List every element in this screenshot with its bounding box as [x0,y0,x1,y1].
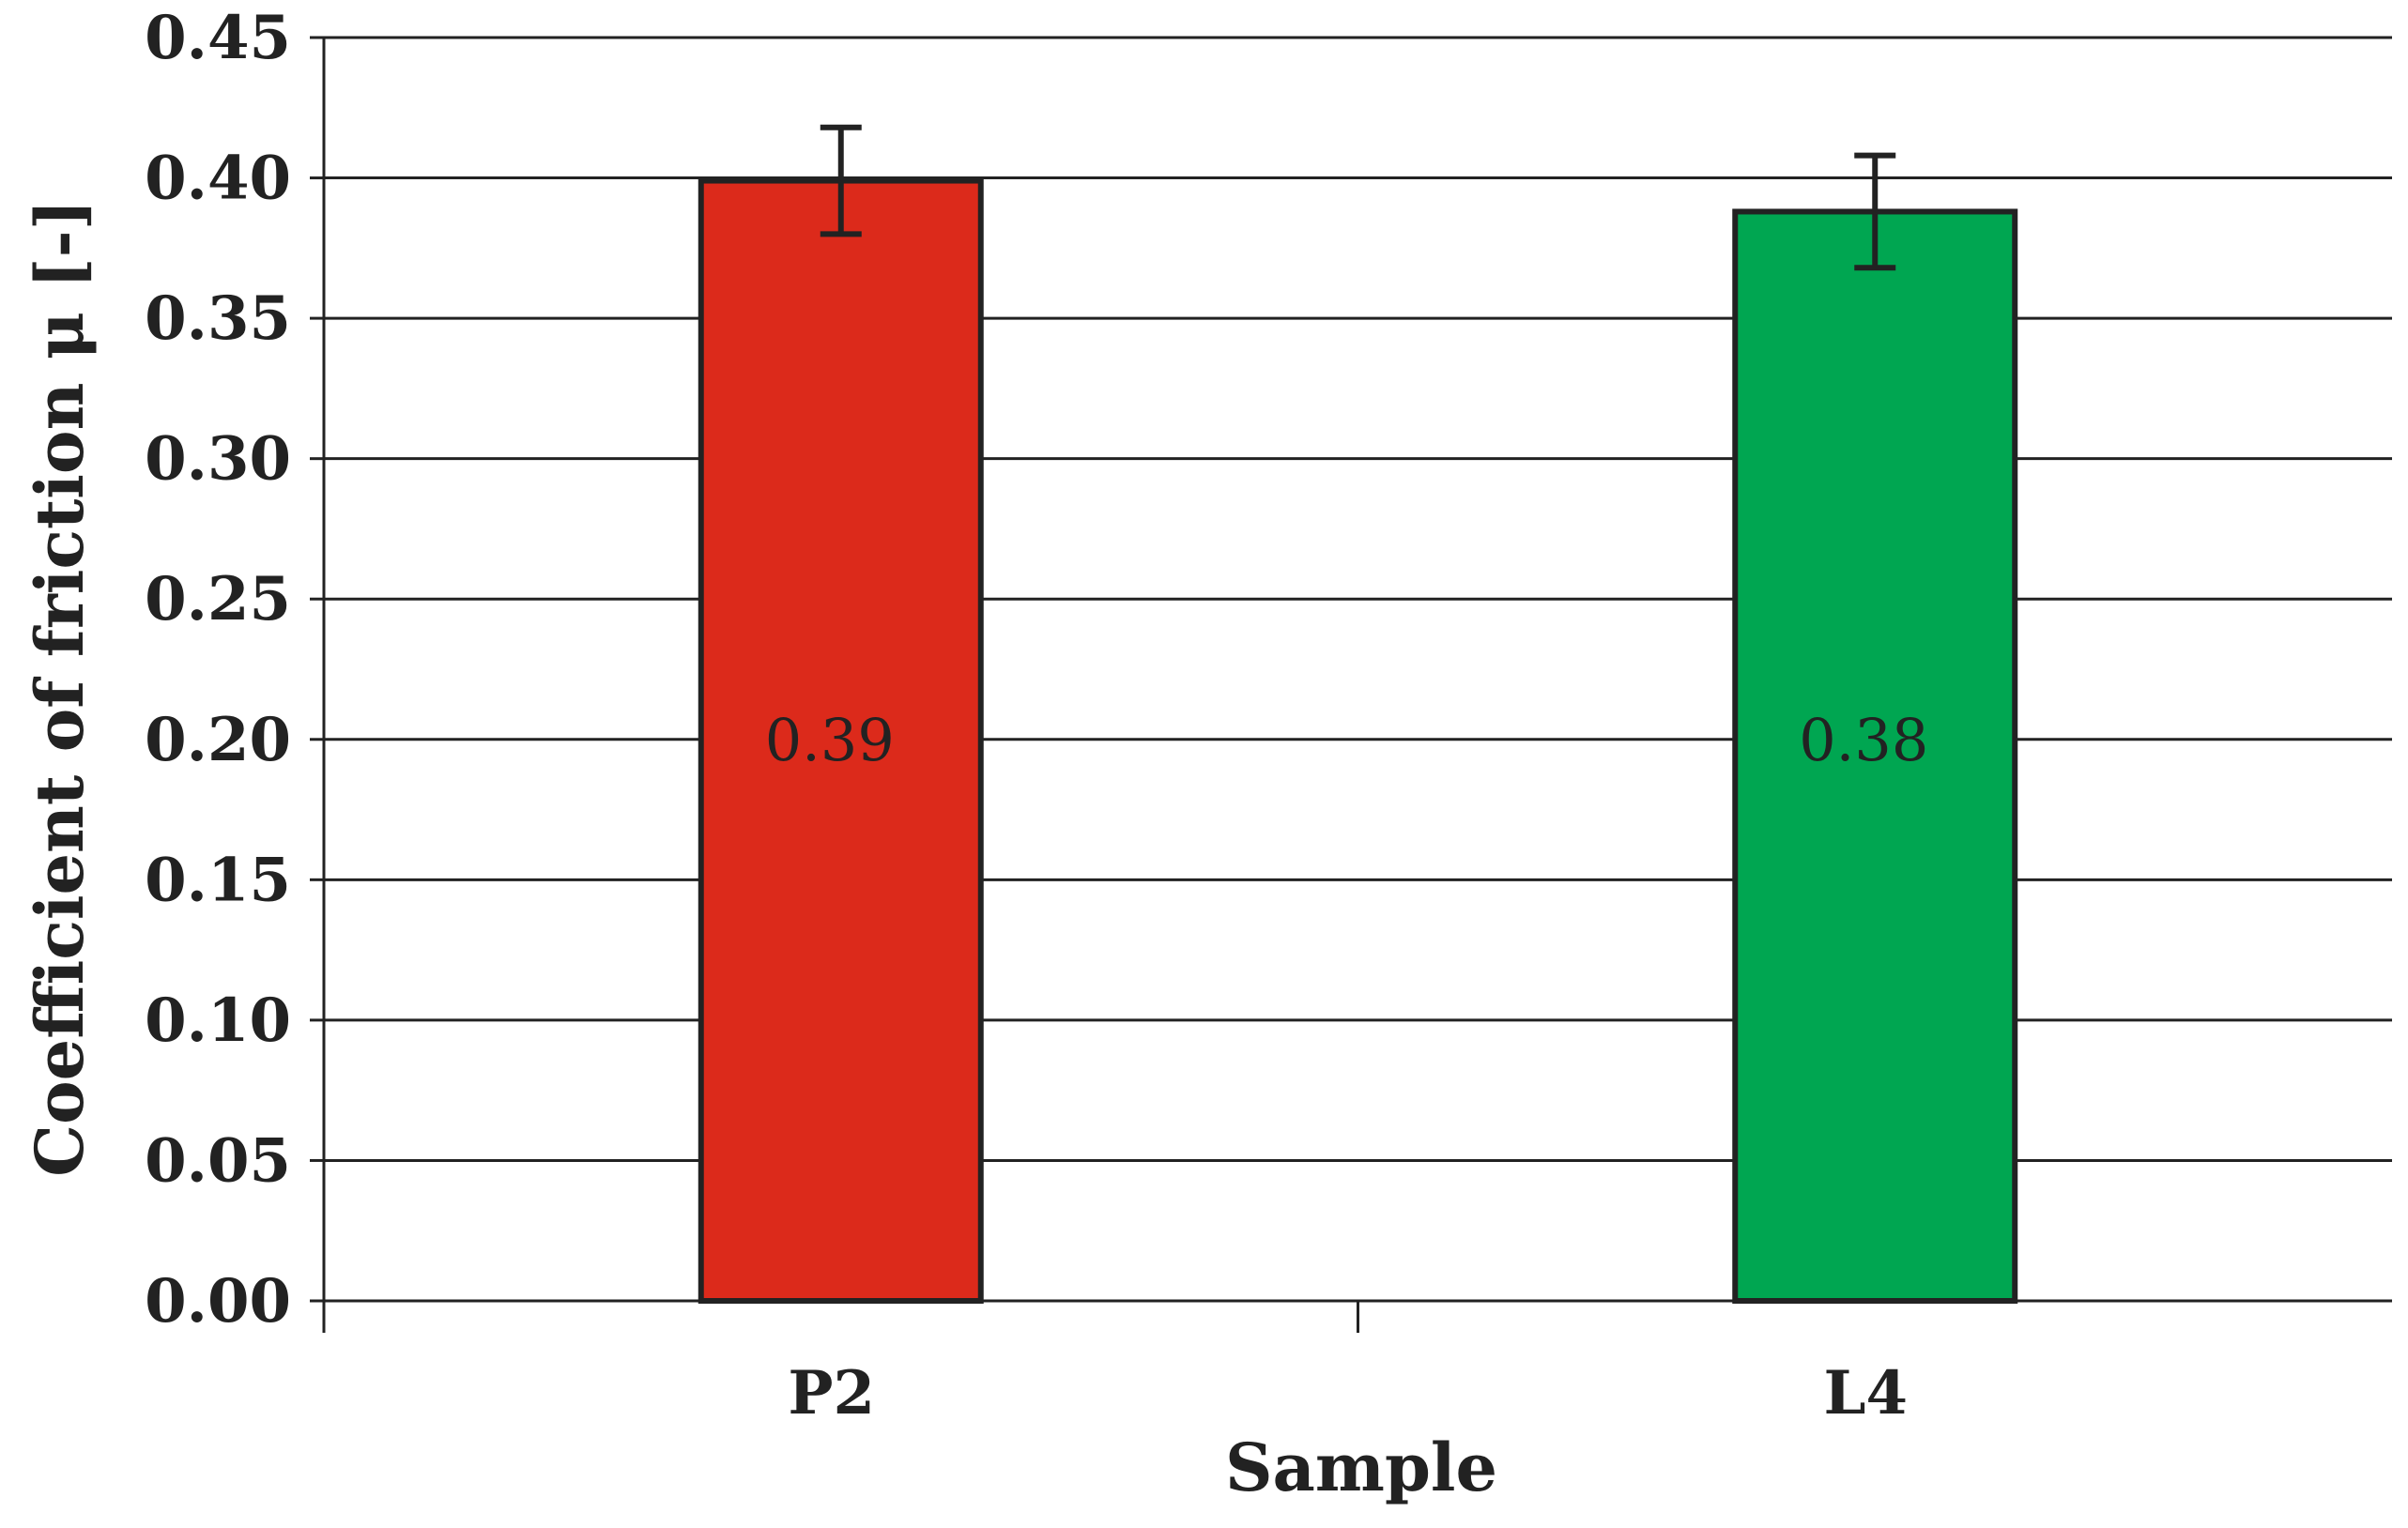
y-axis-title: Coefficient of friction μ [-] [21,199,99,1177]
y-tick-label: 0.10 [145,986,291,1056]
x-axis-title: Sample [1225,1429,1497,1506]
y-tick-label: 0.30 [145,424,291,495]
axes [310,36,2392,1333]
y-tick-label: 0.15 [145,845,291,915]
data-label: 0.38 [1799,706,1928,774]
y-tick-label: 0.35 [145,283,291,354]
x-tick-label: L4 [1823,1358,1908,1429]
gridlines [324,36,2392,1162]
x-tick-label: P2 [788,1358,875,1429]
data-label: 0.39 [765,706,895,774]
bars [698,124,2018,1305]
y-tick-label: 0.20 [145,705,291,775]
y-tick-label: 0.40 [145,144,291,214]
y-tick-label: 0.45 [145,3,291,73]
y-tick-label: 0.25 [145,564,291,634]
bar-p2 [698,177,984,1305]
y-tick-label: 0.00 [145,1266,291,1337]
y-tick-label: 0.05 [145,1125,291,1196]
labels: 0.00 0.05 0.10 0.15 0.20 0.25 0.30 0.35 0.40 0.45… [145,3,1928,1429]
